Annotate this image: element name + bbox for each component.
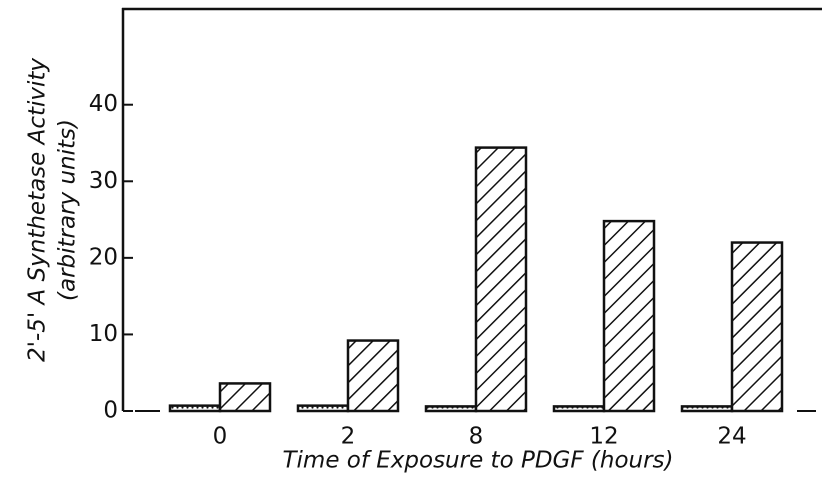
y-tick-label: 0 [103, 398, 118, 424]
y-tick-label: 10 [89, 321, 118, 347]
x-tick-label: 24 [717, 424, 746, 450]
y-axis-label: 2'-5' A Synthetase Activity [25, 58, 51, 362]
y-tick-label: 40 [89, 91, 118, 117]
bar [680, 405, 734, 413]
y-axis-label-group: 2'-5' A Synthetase Activity (arbitrary u… [25, 58, 81, 362]
y-axis-label: (arbitrary units) [55, 119, 81, 301]
bar [474, 146, 528, 413]
bar [346, 339, 400, 413]
x-tick-label: 12 [589, 424, 618, 450]
bar [552, 405, 606, 413]
bar [602, 219, 656, 413]
x-tick-label: 8 [469, 424, 484, 450]
bar [218, 382, 272, 413]
x-tick-label: 2 [341, 424, 356, 450]
bar [296, 404, 350, 413]
y-tick-label: 30 [89, 168, 118, 194]
y-tick-label: 20 [89, 244, 118, 270]
bar [730, 241, 784, 413]
x-tick-label: 0 [213, 424, 228, 450]
x-axis-label: Time of Exposure to PDGF (hours) [282, 448, 673, 474]
bar [168, 404, 222, 413]
bar [424, 405, 478, 413]
